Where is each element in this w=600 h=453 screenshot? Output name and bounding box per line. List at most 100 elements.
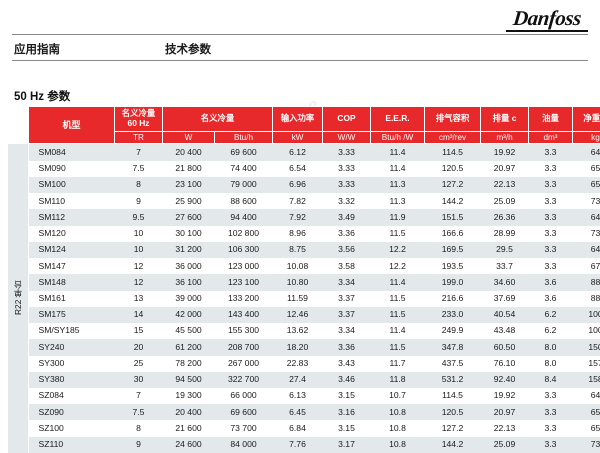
cell-kw: 10.80 [273, 274, 323, 290]
cell-dm3: 3.6 [529, 274, 573, 290]
cell-w: 42 000 [163, 307, 215, 323]
cell-tr: 13 [115, 291, 163, 307]
header-rule-top [12, 34, 588, 35]
cell-dm3: 8.0 [529, 356, 573, 372]
cell-cm3rev: 127.2 [425, 420, 481, 436]
cell-eer: 11.5 [371, 339, 425, 355]
cell-kw: 6.45 [273, 404, 323, 420]
cell-dm3: 3.3 [529, 242, 573, 258]
cell-w: 45 500 [163, 323, 215, 339]
cell-cm3rev: 347.8 [425, 339, 481, 355]
cell-cm3rev: 169.5 [425, 242, 481, 258]
cell-cop: 3.43 [323, 356, 371, 372]
cell-m3h: 29.5 [481, 242, 529, 258]
cell-model: SM/SY185 [29, 323, 115, 339]
cell-tr: 14 [115, 307, 163, 323]
cell-cm3rev: 151.5 [425, 209, 481, 225]
cell-dm3: 8.4 [529, 372, 573, 388]
cell-btuh: 66 000 [215, 388, 273, 404]
cell-kg: 64 [573, 242, 600, 258]
cell-dm3: 3.3 [529, 437, 573, 453]
cell-kg: 88 [573, 291, 600, 307]
cell-m3h: 20.97 [481, 404, 529, 420]
cell-m3h: 19.92 [481, 144, 529, 161]
cell-btuh: 69 600 [215, 144, 273, 161]
cell-eer: 11.4 [371, 144, 425, 161]
cell-kw: 8.96 [273, 226, 323, 242]
cell-eer: 11.4 [371, 323, 425, 339]
cell-cm3rev: 127.2 [425, 177, 481, 193]
cell-w: 23 100 [163, 177, 215, 193]
cell-kg: 100 [573, 307, 600, 323]
cell-model: SM110 [29, 193, 115, 209]
cell-kw: 6.84 [273, 420, 323, 436]
cell-kw: 27.4 [273, 372, 323, 388]
cell-kw: 10.08 [273, 258, 323, 274]
cell-model: SZ100 [29, 420, 115, 436]
cell-w: 25 900 [163, 193, 215, 209]
cell-m3h: 28.99 [481, 226, 529, 242]
cell-dm3: 8.0 [529, 339, 573, 355]
cell-cop: 3.33 [323, 177, 371, 193]
cell-w: 20 400 [163, 144, 215, 161]
cell-w: 21 600 [163, 420, 215, 436]
cell-kg: 64 [573, 388, 600, 404]
cell-kg: 157 [573, 356, 600, 372]
cell-btuh: 84 000 [215, 437, 273, 453]
cell-m3h: 22.13 [481, 177, 529, 193]
cell-kw: 8.75 [273, 242, 323, 258]
unit-header-m3h: m³/h [481, 131, 529, 144]
cell-dm3: 3.3 [529, 420, 573, 436]
cell-m3h: 43.48 [481, 323, 529, 339]
cell-eer: 11.5 [371, 226, 425, 242]
cell-tr: 15 [115, 323, 163, 339]
cell-btuh: 155 300 [215, 323, 273, 339]
cell-model: SM175 [29, 307, 115, 323]
cell-btuh: 322 700 [215, 372, 273, 388]
cell-m3h: 22.13 [481, 420, 529, 436]
cell-m3h: 60.50 [481, 339, 529, 355]
col-header-nominal-capacity: 名义冷量 [163, 107, 273, 132]
table-head: 机型 名义冷量 60 Hz 名义冷量 输入功率 COP E.E.R. 排气容积 … [29, 107, 600, 144]
cell-cop: 3.16 [323, 404, 371, 420]
cell-kg: 73 [573, 437, 600, 453]
cell-eer: 10.8 [371, 437, 425, 453]
cell-dm3: 3.3 [529, 161, 573, 177]
cell-w: 61 200 [163, 339, 215, 355]
cell-kg: 73 [573, 193, 600, 209]
cell-btuh: 73 700 [215, 420, 273, 436]
cell-eer: 11.4 [371, 161, 425, 177]
cell-dm3: 3.6 [529, 291, 573, 307]
cell-kg: 150 [573, 339, 600, 355]
cell-w: 21 800 [163, 161, 215, 177]
cell-kw: 6.12 [273, 144, 323, 161]
cell-eer: 10.8 [371, 404, 425, 420]
cell-w: 36 100 [163, 274, 215, 290]
cell-model: SM120 [29, 226, 115, 242]
cell-m3h: 20.97 [481, 161, 529, 177]
cell-dm3: 6.2 [529, 323, 573, 339]
danfoss-logo: Danfoss [506, 8, 588, 32]
breadcrumb-right: 技术参数 [165, 41, 211, 57]
col-header-cop: COP [323, 107, 371, 132]
cell-eer: 11.7 [371, 356, 425, 372]
cell-eer: 10.7 [371, 388, 425, 404]
cell-dm3: 3.3 [529, 388, 573, 404]
cell-tr: 12 [115, 258, 163, 274]
cell-w: 36 000 [163, 258, 215, 274]
cell-model: SZ084 [29, 388, 115, 404]
header-row-names: 机型 名义冷量 60 Hz 名义冷量 输入功率 COP E.E.R. 排气容积 … [29, 107, 600, 132]
cell-btuh: 102 800 [215, 226, 273, 242]
cell-tr: 12 [115, 274, 163, 290]
cell-btuh: 106 300 [215, 242, 273, 258]
cell-dm3: 3.3 [529, 177, 573, 193]
